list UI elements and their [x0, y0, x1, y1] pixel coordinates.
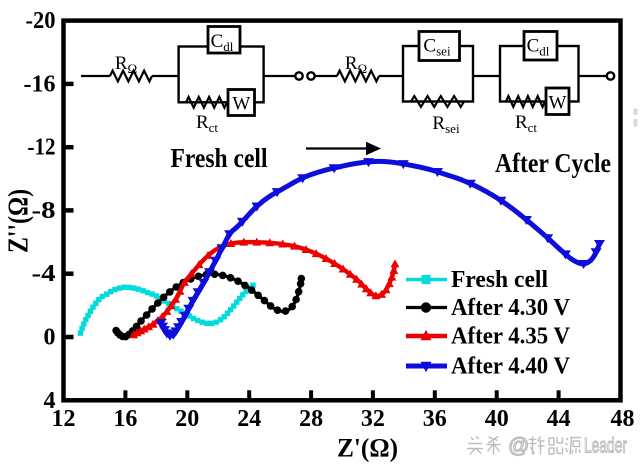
svg-text:-4: -4 [32, 261, 56, 287]
svg-text:@: @ [508, 435, 529, 458]
svg-text:40: 40 [485, 406, 509, 432]
svg-text:Fresh cell: Fresh cell [171, 143, 268, 173]
svg-text:48: 48 [611, 406, 635, 432]
svg-text:After 4.35 V: After 4.35 V [451, 324, 571, 350]
svg-text:Z'(Ω): Z'(Ω) [337, 434, 398, 463]
svg-text:24: 24 [237, 406, 261, 432]
svg-text:Leader: Leader [584, 434, 627, 458]
svg-text:After 4.30 V: After 4.30 V [451, 295, 571, 321]
svg-text:20: 20 [175, 406, 199, 432]
svg-text:-8: -8 [32, 198, 56, 224]
svg-text:36: 36 [423, 406, 447, 432]
svg-text:44: 44 [547, 406, 571, 432]
svg-text:-16: -16 [24, 71, 56, 97]
svg-text:After 4.40 V: After 4.40 V [451, 354, 571, 380]
svg-text:W: W [232, 94, 250, 115]
svg-text:-20: -20 [26, 8, 56, 34]
svg-text:Fresh cell: Fresh cell [451, 267, 548, 293]
svg-text:0: 0 [44, 325, 56, 351]
svg-text:16: 16 [113, 406, 137, 432]
svg-text:After Cycle: After Cycle [495, 148, 611, 178]
svg-text:W: W [549, 93, 567, 114]
svg-text:12: 12 [52, 406, 76, 432]
svg-text:Z''(Ω): Z''(Ω) [4, 189, 35, 253]
svg-text:-12: -12 [28, 135, 56, 161]
svg-text:32: 32 [361, 406, 385, 432]
svg-text:28: 28 [299, 406, 323, 432]
svg-text:4: 4 [44, 388, 56, 414]
